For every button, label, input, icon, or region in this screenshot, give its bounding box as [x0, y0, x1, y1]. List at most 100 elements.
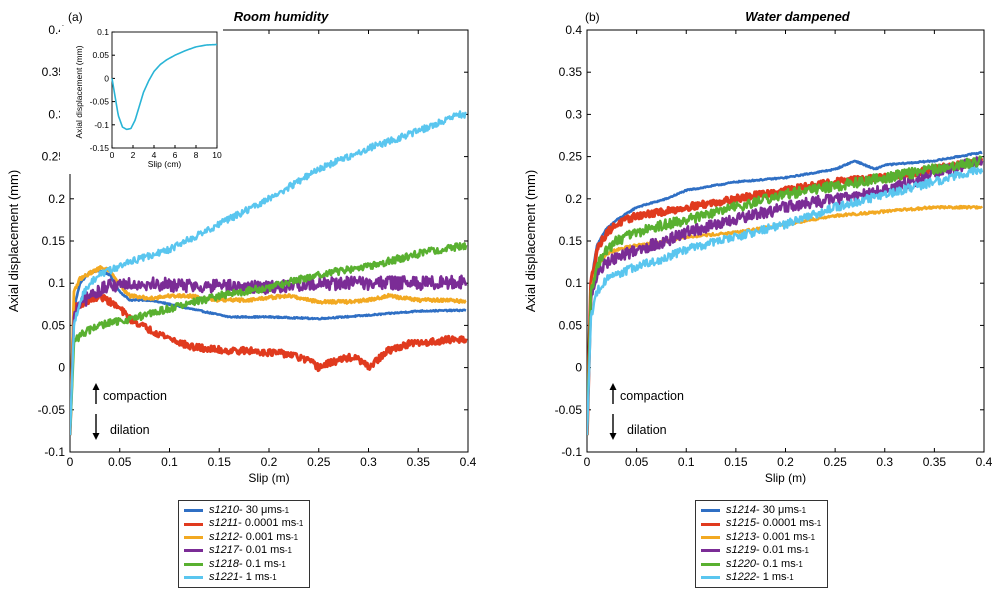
- inset-chart: 0 2 4 6 8 10 -0.15 -0.1 -0.05 0 0.05 0.1 Slip (cm) Ax…: [60, 26, 223, 174]
- panel-label: (a): [68, 10, 83, 24]
- legend-swatch: [701, 522, 720, 526]
- x-tick-label: 0.05: [625, 455, 649, 469]
- y-tick-label: 0: [58, 361, 65, 375]
- legend-swatch: [184, 576, 203, 580]
- legend-swatch: [184, 562, 203, 566]
- legend-unit-exponent: -1: [814, 519, 822, 529]
- inset-x-axis-label: Slip (cm): [148, 159, 182, 169]
- legend-label: s1213: [726, 530, 756, 543]
- x-tick-label: 0.25: [307, 455, 331, 469]
- compaction-label: compaction: [103, 389, 167, 403]
- legend-label: s1215: [726, 517, 756, 530]
- legend-entry: s1220 - 0.1 ms -1: [701, 558, 821, 571]
- y-tick-label: 0.35: [559, 65, 583, 79]
- y-tick-label: 0.25: [559, 150, 583, 164]
- legend-label: s1221: [209, 571, 239, 584]
- legend-entry: s1215 - 0.0001 ms -1: [701, 517, 821, 530]
- legend-rate: - 0.1 ms: [238, 557, 279, 570]
- legend-a: s1210 - 30 μms -1 s1211 - 0.0001 ms -1 s1212…: [178, 500, 311, 589]
- x-axis-label: Slip (m): [248, 471, 289, 485]
- legend-unit-exponent: -1: [278, 559, 286, 569]
- legend-swatch: [701, 509, 720, 513]
- y-tick-label: 0: [575, 361, 582, 375]
- legend-unit-exponent: -1: [786, 573, 794, 583]
- legend-swatch: [184, 522, 203, 526]
- legend-rate: - 0.001 ms: [238, 530, 291, 543]
- y-axis-label: Axial displacement (mm): [6, 170, 21, 312]
- inset-y-axis-label: Axial displacement (mm): [74, 45, 84, 138]
- x-tick-label: 0.1: [161, 455, 178, 469]
- inset-x-tick-label: 0: [110, 150, 115, 160]
- x-tick-label: 0.3: [360, 455, 377, 469]
- legend-rate: - 30 μms: [755, 504, 799, 516]
- legend-rate: - 0.001 ms: [755, 530, 808, 543]
- legend-entry: s1211 - 0.0001 ms -1: [184, 517, 303, 530]
- legend-label: s1220: [726, 557, 756, 570]
- y-tick-label: 0.05: [559, 318, 583, 332]
- x-tick-label: 0.2: [261, 455, 278, 469]
- inset-y-tick-label: -0.1: [94, 120, 109, 130]
- legend-swatch: [701, 576, 720, 580]
- inset-x-tick-label: 10: [212, 150, 222, 160]
- legend-label: s1211: [209, 517, 239, 530]
- inset-series-line: [111, 43, 218, 131]
- series-line-s1212: [70, 265, 467, 436]
- legend-unit-exponent: -1: [282, 506, 290, 515]
- legend-label: s1222: [726, 571, 756, 584]
- arrow-down-icon-head: [92, 433, 100, 440]
- panel-label: (b): [585, 10, 600, 24]
- x-tick-label: 0.4: [460, 455, 477, 469]
- legend-rate: - 1 ms: [238, 571, 270, 584]
- legend-b: s1214 - 30 μms -1 s1215 - 0.0001 ms -1 s1213…: [695, 500, 829, 589]
- y-tick-label: 0.1: [48, 276, 65, 290]
- legend-swatch: [184, 536, 203, 540]
- inset-frame: [111, 31, 218, 149]
- y-tick-label: -0.1: [44, 445, 65, 459]
- legend-rate: - 0.01 ms: [238, 544, 285, 557]
- legend-unit-exponent: -1: [284, 546, 292, 556]
- y-tick-label: 0.2: [48, 192, 65, 206]
- y-tick-label: 0.15: [559, 234, 583, 248]
- inset-x-tick-label: 4: [152, 150, 157, 160]
- x-tick-label: 0.35: [407, 455, 431, 469]
- series-group: [587, 150, 984, 436]
- arrow-up-icon-head: [609, 383, 617, 390]
- legend-rate: - 0.0001 ms: [755, 517, 815, 530]
- legend-entry: s1210 - 30 μms -1: [184, 504, 303, 517]
- legend-entry: s1221 - 1 ms -1: [184, 571, 303, 584]
- y-tick-label: 0.1: [565, 276, 582, 290]
- y-tick-label: -0.05: [555, 403, 583, 417]
- legend-entry: s1213 - 0.001 ms -1: [701, 531, 821, 544]
- legend-label: s1210: [209, 504, 239, 516]
- panel-b: 0 0.05 0.1 0.15 0.2 0.25 0.3 0.35 0.4 -0.1 -0.05 0 0…: [523, 9, 993, 485]
- dilation-label: dilation: [110, 423, 150, 437]
- y-axis-label: Axial displacement (mm): [523, 170, 538, 312]
- legend-swatch: [701, 562, 720, 566]
- legend-rate: - 30 μms: [238, 504, 282, 516]
- y-tick-label: 0.25: [42, 150, 66, 164]
- legend-label: s1219: [726, 544, 756, 557]
- legend-label: s1218: [209, 557, 239, 570]
- legend-entry: s1222 - 1 ms -1: [701, 571, 821, 584]
- y-tick-label: -0.05: [38, 403, 66, 417]
- legend-label: s1217: [209, 544, 239, 557]
- compaction-dilation-annotation: compaction dilation: [609, 383, 684, 440]
- legend-entry: s1217 - 0.01 ms -1: [184, 544, 303, 557]
- inset-y-tick-label: -0.15: [90, 143, 110, 153]
- legend-rate: - 1 ms: [755, 571, 787, 584]
- inset-x-tick-label: 8: [194, 150, 199, 160]
- series-line-s1211: [70, 291, 468, 436]
- x-axis-label: Slip (m): [765, 471, 806, 485]
- arrow-down-icon-head: [609, 433, 617, 440]
- chart-title: Room humidity: [234, 9, 329, 24]
- chart-title: Water dampened: [745, 9, 851, 24]
- x-tick-label: 0.1: [678, 455, 695, 469]
- x-tick-label: 0: [67, 455, 74, 469]
- legend-entry: s1214 - 30 μms -1: [701, 504, 821, 517]
- inset-y-tick-label: -0.05: [90, 97, 110, 107]
- compaction-label: compaction: [620, 389, 684, 403]
- series-line-s1217: [70, 274, 468, 436]
- y-tick-label: 0.4: [565, 23, 582, 37]
- legend-swatch: [701, 536, 720, 540]
- legend-unit-exponent: -1: [795, 559, 803, 569]
